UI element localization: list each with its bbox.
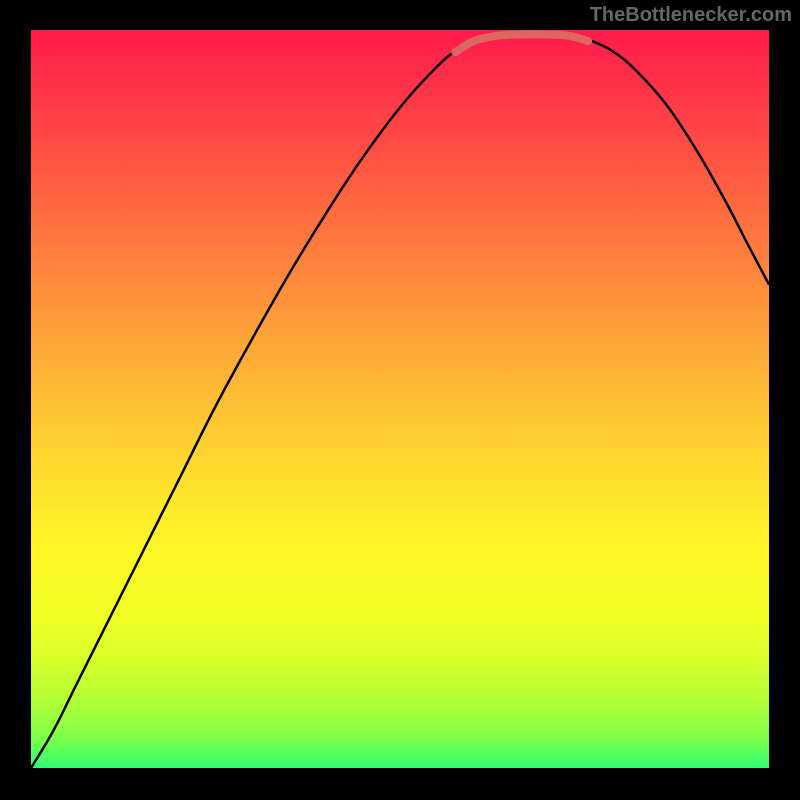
plot-area [31, 30, 769, 768]
curve-overlay [31, 30, 769, 768]
watermark-text: TheBottlenecker.com [590, 4, 792, 27]
optimal-segment [455, 34, 588, 52]
chart-container: TheBottlenecker.com [0, 0, 800, 800]
bottleneck-curve [31, 34, 769, 768]
